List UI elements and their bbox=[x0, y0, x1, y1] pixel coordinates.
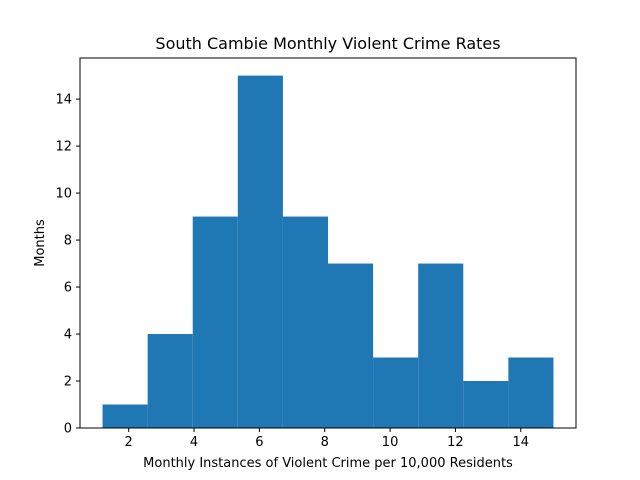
y-tick-label: 14 bbox=[55, 93, 72, 108]
histogram-bar bbox=[192, 216, 238, 428]
y-axis-label: Months bbox=[33, 219, 48, 267]
x-axis-ticks: 2 4 6 8 10 12 14 bbox=[125, 428, 530, 450]
chart-title: South Cambie Monthly Violent Crime Rates bbox=[155, 34, 500, 53]
y-tick-label: 6 bbox=[64, 281, 72, 296]
x-tick-label: 10 bbox=[382, 435, 399, 450]
y-tick-label: 10 bbox=[55, 187, 72, 202]
x-tick-label: 6 bbox=[255, 435, 263, 450]
histogram-bar bbox=[282, 216, 328, 428]
y-tick-label: 0 bbox=[64, 422, 72, 437]
x-axis-label: Monthly Instances of Violent Crime per 1… bbox=[143, 456, 513, 471]
histogram-bar bbox=[373, 357, 419, 428]
histogram-bar bbox=[237, 75, 283, 428]
y-tick-label: 12 bbox=[55, 140, 72, 155]
plot-frame bbox=[79, 57, 577, 429]
x-tick-label: 4 bbox=[190, 435, 198, 450]
histogram-bar bbox=[418, 263, 464, 428]
histogram-bar bbox=[147, 334, 193, 428]
histogram-bar bbox=[102, 404, 148, 428]
y-tick-label: 4 bbox=[64, 328, 72, 343]
histogram-bar bbox=[508, 357, 554, 428]
x-tick-label: 14 bbox=[513, 435, 530, 450]
histogram-bar bbox=[328, 263, 374, 428]
y-tick-label: 8 bbox=[64, 234, 72, 249]
x-tick-label: 8 bbox=[321, 435, 329, 450]
y-axis-ticks: 0 2 4 6 8 10 12 14 bbox=[55, 93, 80, 437]
x-tick-label: 2 bbox=[125, 435, 133, 450]
y-tick-label: 2 bbox=[64, 375, 72, 390]
bars-group bbox=[102, 75, 554, 428]
x-tick-label: 12 bbox=[447, 435, 464, 450]
histogram-bar bbox=[463, 381, 509, 428]
